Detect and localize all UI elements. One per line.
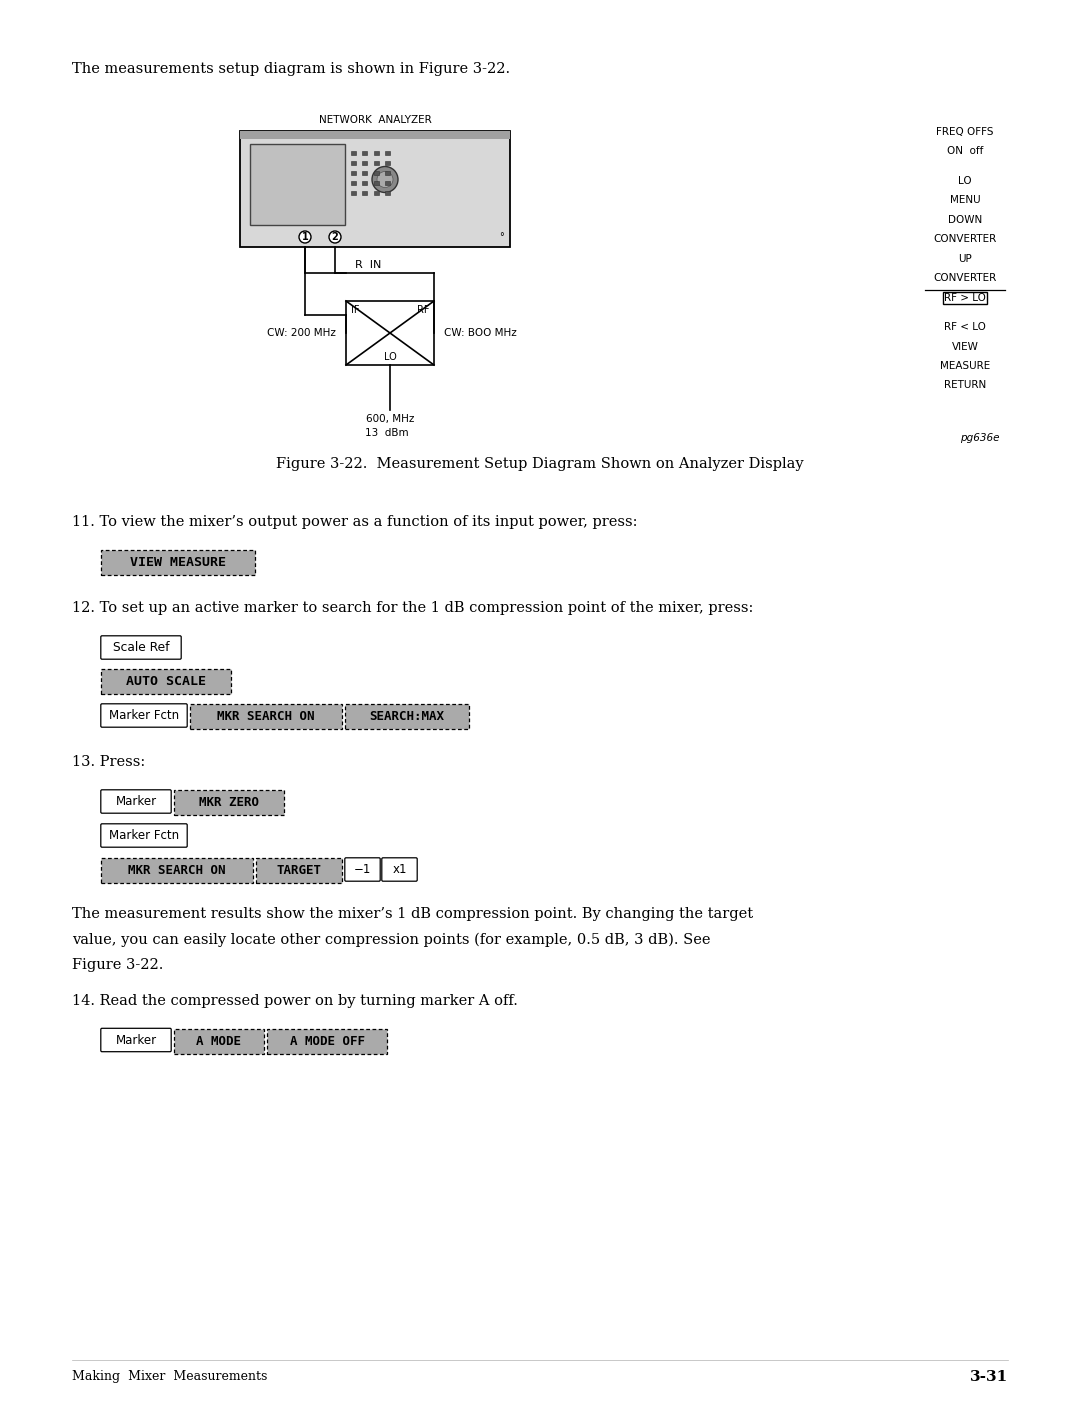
Text: CONVERTER: CONVERTER xyxy=(933,273,997,284)
FancyBboxPatch shape xyxy=(100,704,187,728)
Text: MKR SEARCH ON: MKR SEARCH ON xyxy=(217,710,314,724)
Text: RF > LO: RF > LO xyxy=(944,292,986,302)
Text: DOWN: DOWN xyxy=(948,215,982,225)
FancyBboxPatch shape xyxy=(345,858,380,881)
Text: FREQ OFFS: FREQ OFFS xyxy=(936,126,994,138)
Circle shape xyxy=(299,230,311,243)
Text: Figure 3-22.: Figure 3-22. xyxy=(72,958,163,972)
Text: TARGET: TARGET xyxy=(276,864,322,877)
Text: Making  Mixer  Measurements: Making Mixer Measurements xyxy=(72,1370,268,1383)
Text: pg636e: pg636e xyxy=(960,433,1000,443)
Text: RF < LO: RF < LO xyxy=(944,322,986,332)
Bar xyxy=(374,160,378,164)
Bar xyxy=(384,191,390,194)
Text: 14. Read the compressed power on by turning marker A off.: 14. Read the compressed power on by turn… xyxy=(72,993,518,1007)
Text: SEARCH:MAX: SEARCH:MAX xyxy=(369,710,445,724)
Bar xyxy=(384,180,390,184)
Circle shape xyxy=(329,230,341,243)
FancyBboxPatch shape xyxy=(190,704,342,729)
Bar xyxy=(351,170,355,174)
Text: 13. Press:: 13. Press: xyxy=(72,754,145,769)
Bar xyxy=(351,160,355,164)
Text: 12. To set up an active marker to search for the 1 dB compression point of the m: 12. To set up an active marker to search… xyxy=(72,601,754,615)
Bar xyxy=(374,191,378,194)
Text: UP: UP xyxy=(958,254,972,264)
Bar xyxy=(240,131,510,247)
Text: 2: 2 xyxy=(332,232,338,243)
Text: 3-31: 3-31 xyxy=(970,1370,1008,1384)
Text: VIEW: VIEW xyxy=(951,341,978,351)
Text: LO: LO xyxy=(958,176,972,185)
Text: AUTO SCALE: AUTO SCALE xyxy=(126,674,206,688)
Text: A MODE OFF: A MODE OFF xyxy=(289,1034,365,1048)
Text: CW: 200 MHz: CW: 200 MHz xyxy=(267,327,336,339)
Bar xyxy=(362,150,367,155)
FancyBboxPatch shape xyxy=(100,823,187,847)
Text: LO: LO xyxy=(383,353,396,362)
FancyBboxPatch shape xyxy=(345,704,469,729)
Bar xyxy=(351,180,355,184)
Bar xyxy=(362,160,367,164)
Text: x1: x1 xyxy=(392,863,407,875)
Bar xyxy=(362,191,367,194)
Text: The measurement results show the mixer’s 1 dB compression point. By changing the: The measurement results show the mixer’s… xyxy=(72,908,753,922)
Text: Figure 3-22.  Measurement Setup Diagram Shown on Analyzer Display: Figure 3-22. Measurement Setup Diagram S… xyxy=(276,457,804,471)
Bar xyxy=(351,191,355,194)
Text: R  IN: R IN xyxy=(355,260,381,270)
Bar xyxy=(351,150,355,155)
Text: Marker: Marker xyxy=(116,795,157,808)
Text: Marker Fctn: Marker Fctn xyxy=(109,710,179,722)
Bar xyxy=(374,150,378,155)
Text: NETWORK  ANALYZER: NETWORK ANALYZER xyxy=(319,115,431,125)
FancyBboxPatch shape xyxy=(102,549,255,575)
Text: Scale Ref: Scale Ref xyxy=(112,641,170,653)
FancyBboxPatch shape xyxy=(102,858,253,882)
FancyBboxPatch shape xyxy=(174,1028,264,1054)
Bar xyxy=(240,131,510,139)
Text: RF: RF xyxy=(417,305,429,315)
FancyBboxPatch shape xyxy=(100,1028,172,1052)
Text: A MODE: A MODE xyxy=(197,1034,242,1048)
Text: MKR SEARCH ON: MKR SEARCH ON xyxy=(129,864,226,877)
Text: VIEW MEASURE: VIEW MEASURE xyxy=(130,556,226,569)
Text: Marker Fctn: Marker Fctn xyxy=(109,829,179,842)
Text: −1: −1 xyxy=(354,863,372,875)
Text: MEASURE: MEASURE xyxy=(940,361,990,371)
FancyBboxPatch shape xyxy=(267,1028,387,1054)
Bar xyxy=(249,143,345,225)
Text: Marker: Marker xyxy=(116,1034,157,1047)
Bar xyxy=(384,150,390,155)
FancyBboxPatch shape xyxy=(100,790,172,813)
Bar xyxy=(384,160,390,164)
Text: RETURN: RETURN xyxy=(944,381,986,391)
FancyBboxPatch shape xyxy=(100,636,181,659)
Bar xyxy=(374,180,378,184)
Text: value, you can easily locate other compression points (for example, 0.5 dB, 3 dB: value, you can easily locate other compr… xyxy=(72,933,711,947)
Circle shape xyxy=(377,171,393,187)
Text: 11. To view the mixer’s output power as a function of its input power, press:: 11. To view the mixer’s output power as … xyxy=(72,516,637,530)
Text: IF: IF xyxy=(351,305,360,315)
Circle shape xyxy=(372,167,399,192)
Text: The measurements setup diagram is shown in Figure 3-22.: The measurements setup diagram is shown … xyxy=(72,62,510,76)
Text: CW: BOO MHz: CW: BOO MHz xyxy=(444,327,516,339)
FancyBboxPatch shape xyxy=(256,858,342,882)
FancyBboxPatch shape xyxy=(382,858,417,881)
Text: °: ° xyxy=(500,232,504,242)
Text: ON  off: ON off xyxy=(947,146,983,156)
Text: MENU: MENU xyxy=(949,195,981,205)
Text: MKR ZERO: MKR ZERO xyxy=(199,797,259,809)
FancyBboxPatch shape xyxy=(102,669,231,694)
Bar xyxy=(362,170,367,174)
Text: CONVERTER: CONVERTER xyxy=(933,235,997,244)
FancyBboxPatch shape xyxy=(174,790,284,815)
Bar xyxy=(346,301,434,365)
Bar xyxy=(384,170,390,174)
Text: 600, MHz: 600, MHz xyxy=(366,414,415,424)
Text: 1: 1 xyxy=(301,232,309,243)
Bar xyxy=(362,180,367,184)
Bar xyxy=(374,170,378,174)
Text: 13  dBm: 13 dBm xyxy=(365,429,409,438)
